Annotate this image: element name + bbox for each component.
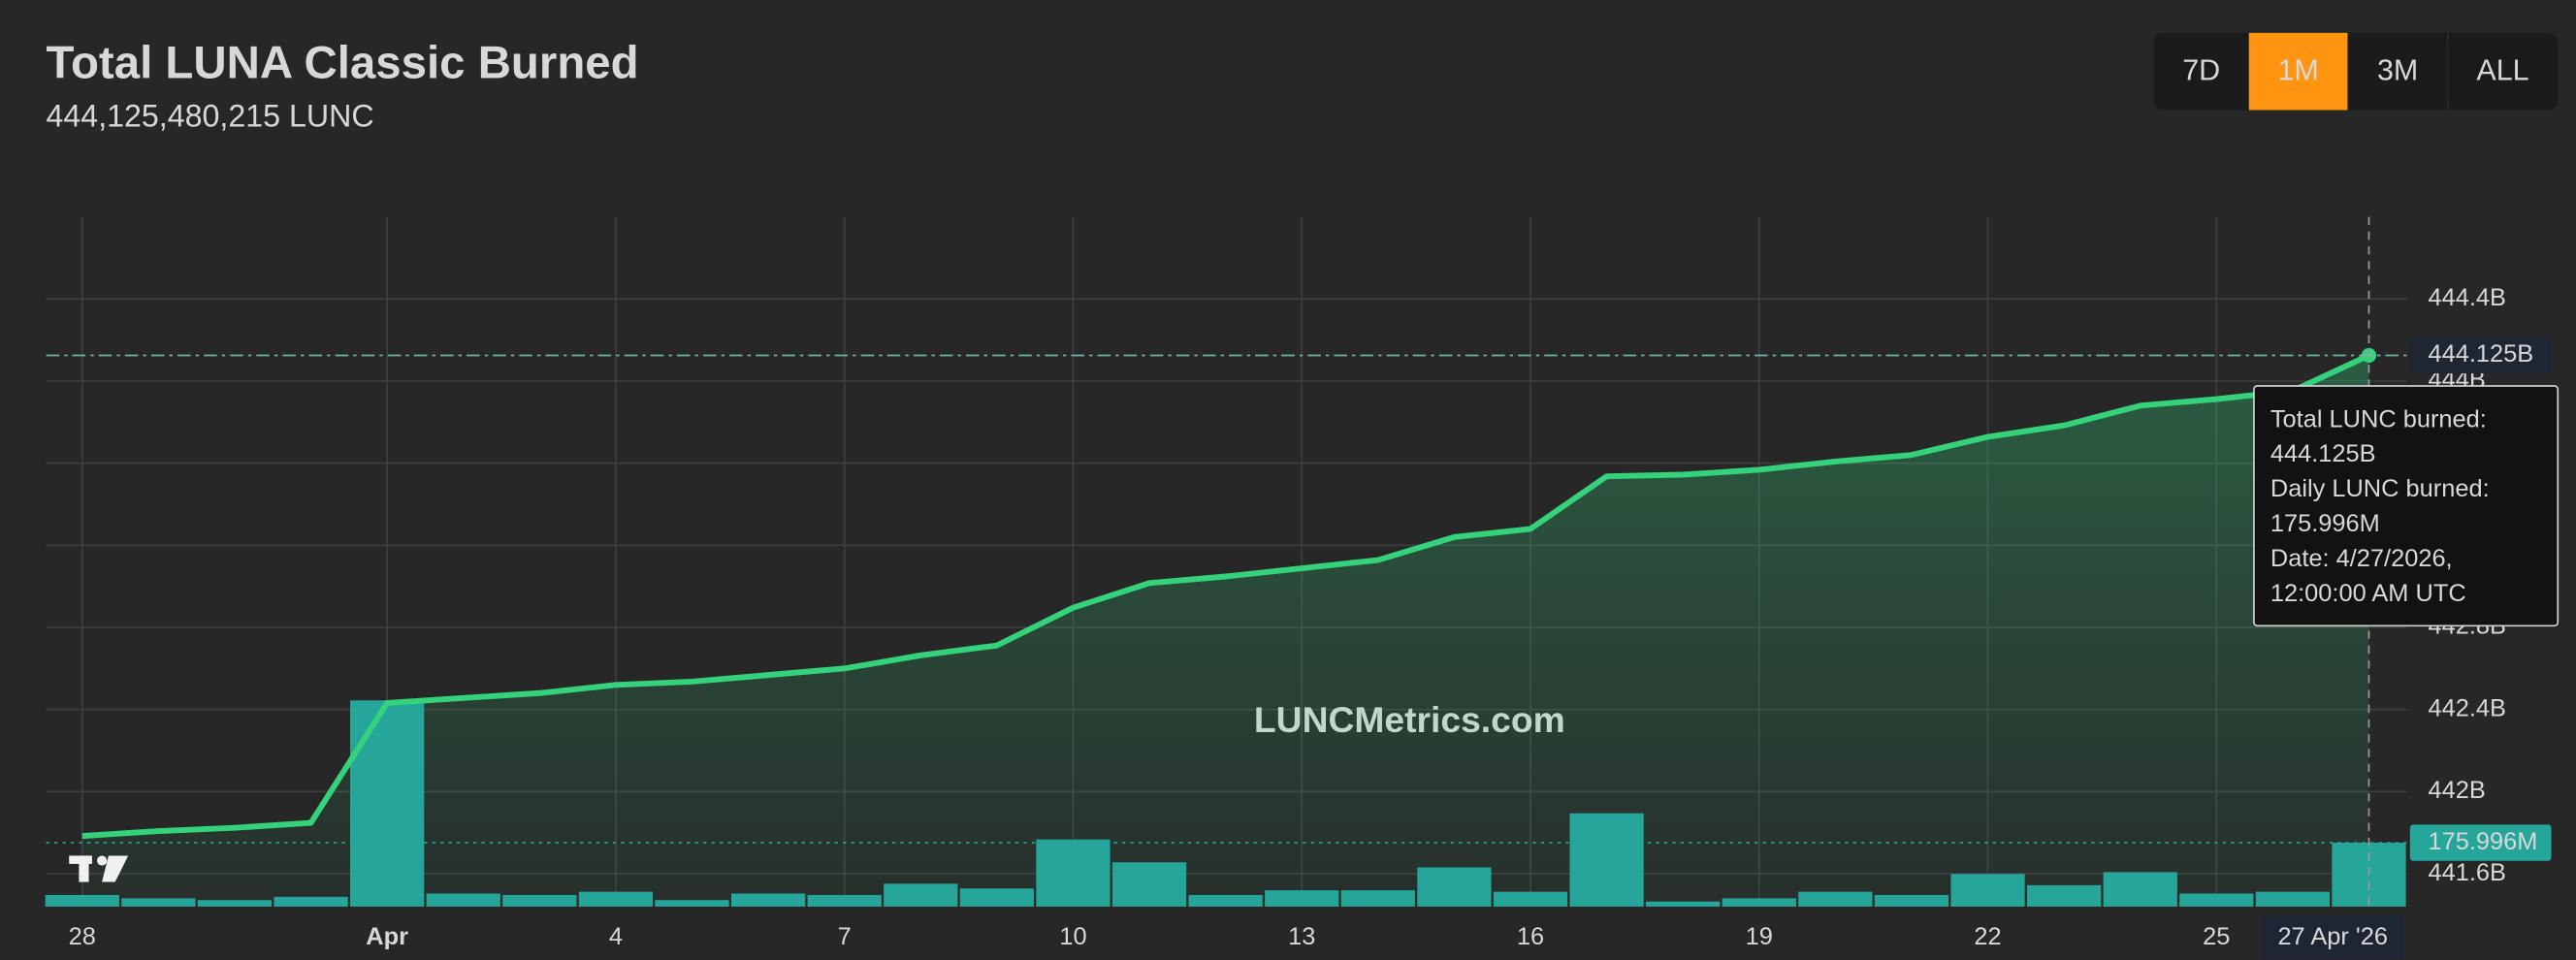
range-button-bg: [2248, 32, 2348, 111]
range-button-label: ALL: [2476, 54, 2528, 87]
bar: [274, 896, 348, 907]
bar: [1722, 898, 1796, 907]
range-button-label: 3M: [2377, 54, 2418, 87]
x-tick-label: 25: [2203, 923, 2230, 950]
bar: [2255, 891, 2331, 907]
tooltip-line: Daily LUNC burned:: [2270, 475, 2490, 502]
bar: [197, 900, 273, 907]
subtitle: 444,125,480,215 LUNC: [47, 98, 374, 133]
price-label: 444.125B: [2428, 340, 2533, 368]
area-fill: [81, 355, 2369, 907]
bar: [1493, 891, 1568, 907]
bar: [1874, 894, 1949, 907]
bar: [1417, 867, 1492, 907]
x-tick-label: 13: [1288, 923, 1315, 950]
bar: [1950, 874, 2025, 907]
bar: [1188, 894, 1263, 907]
tooltip-line: Total LUNC burned:: [2270, 405, 2487, 432]
plot-area: 441.6B442B442.4B442.8B443.2B443.6B444B44…: [45, 216, 2560, 960]
range-button[interactable]: 3M: [2347, 32, 2449, 111]
y-tick-label: 442.4B: [2428, 694, 2505, 721]
x-tick-label: 4: [609, 923, 623, 950]
bar: [45, 894, 119, 907]
range-button-bg: [2347, 32, 2448, 111]
bar: [959, 888, 1034, 907]
bar: [1798, 891, 1873, 907]
tooltip-line: Date: 4/27/2026,: [2270, 545, 2453, 572]
bar: [426, 893, 500, 907]
range-button-label: 7D: [2182, 54, 2220, 87]
price-label-bg: [2409, 336, 2552, 374]
range-button-bg: [2153, 32, 2249, 111]
bar: [1646, 901, 1721, 907]
range-button[interactable]: ALL: [2447, 32, 2559, 111]
bar: [884, 883, 958, 907]
y-tick-label: 444.4B: [2428, 284, 2505, 311]
x-tick-label: 10: [1059, 923, 1086, 950]
bar: [578, 891, 654, 907]
tooltip-line: 12:00:00 AM UTC: [2270, 580, 2466, 607]
y-tick-label: 441.6B: [2428, 859, 2505, 886]
title: Total LUNA Classic Burned: [47, 37, 639, 88]
bar: [1265, 890, 1339, 907]
bar: [730, 893, 806, 907]
bar: [1111, 862, 1187, 907]
range-button[interactable]: 1M: [2248, 32, 2348, 111]
x-tick-label: 22: [1974, 923, 2001, 950]
range-button-label: 1M: [2277, 54, 2318, 87]
x-tick-label: Apr: [366, 923, 408, 950]
x-tick-label: 16: [1517, 923, 1544, 950]
bar: [121, 898, 196, 907]
bar: [2103, 872, 2177, 907]
price-label: 175.996M: [2428, 828, 2537, 855]
tooltip-line: 444.125B: [2270, 440, 2376, 467]
tooltip-bg: [2253, 385, 2560, 627]
x-tick-label: 19: [1746, 923, 1773, 950]
bar: [2179, 893, 2254, 907]
range-button[interactable]: 7D: [2153, 32, 2250, 111]
range-button-bg: [2447, 32, 2559, 111]
line: [81, 352, 2370, 840]
x-crosshair-label: 27 Apr '26: [2277, 923, 2388, 950]
y-tick-label: 442B: [2428, 777, 2485, 804]
bar: [350, 700, 425, 907]
price-label-bg: [2409, 824, 2552, 861]
bar: [655, 900, 729, 907]
bar: [1569, 813, 1644, 907]
tradingview-logo: [69, 855, 129, 882]
x-tick-label: 7: [838, 923, 852, 950]
bar: [1036, 839, 1111, 907]
range-buttons: 7D 1M 3M ALL: [2153, 32, 2559, 111]
bar: [2027, 884, 2102, 907]
bar: [502, 894, 577, 907]
x-crosshair-label-bg: [2262, 916, 2404, 960]
bar: [1340, 890, 1415, 907]
bar: [807, 894, 882, 907]
x-tick-label: 28: [69, 923, 96, 950]
tooltip-line: 175.996M: [2270, 510, 2380, 537]
